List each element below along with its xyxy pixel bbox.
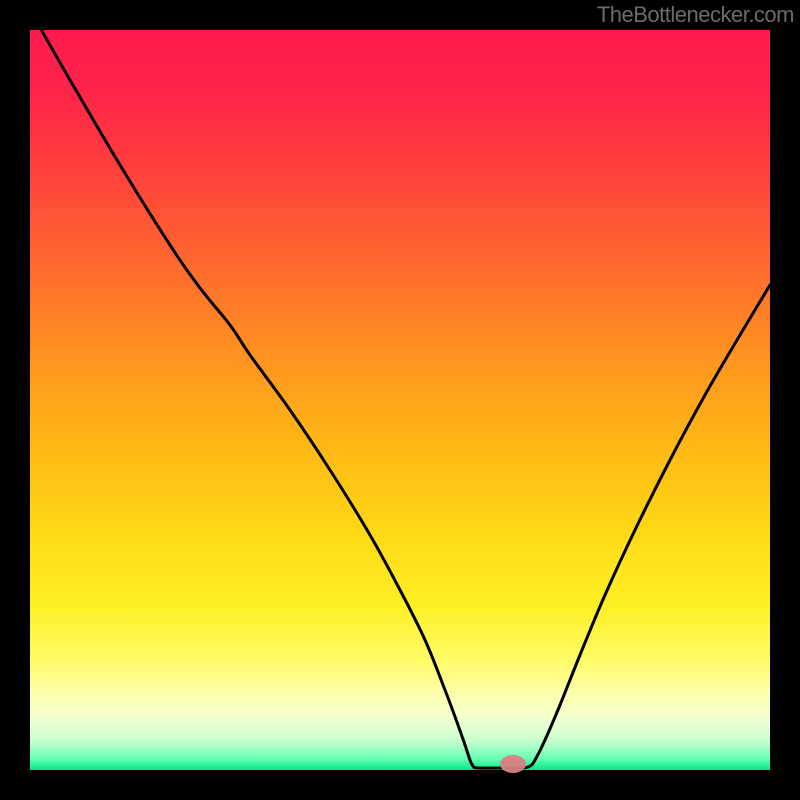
chart-container: TheBottlenecker.com <box>0 0 800 800</box>
plot-background <box>30 30 770 770</box>
chart-svg <box>0 0 800 800</box>
watermark-text: TheBottlenecker.com <box>597 2 794 28</box>
optimal-point-marker <box>500 755 526 773</box>
